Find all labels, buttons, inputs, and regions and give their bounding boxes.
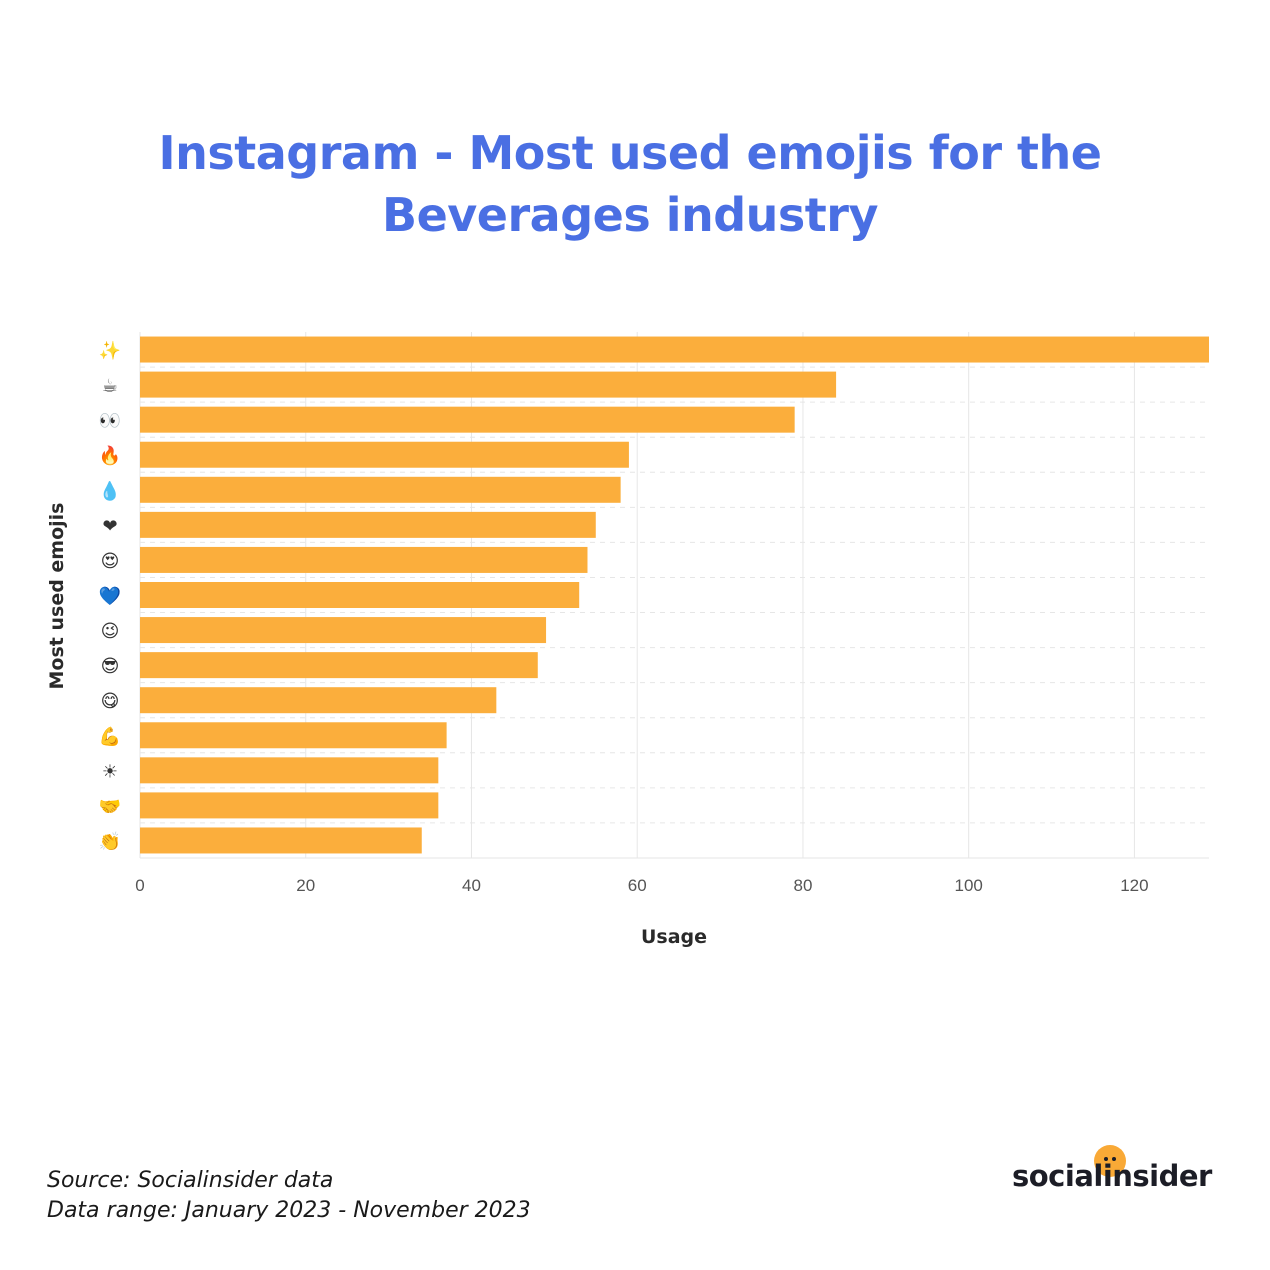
bars <box>140 336 1209 854</box>
bar <box>140 546 588 573</box>
x-tick-label: 0 <box>135 876 144 895</box>
x-tick-label: 80 <box>793 876 812 895</box>
y-axis-label: Most used emojis <box>46 503 68 690</box>
chart-title: Instagram - Most used emojis for the Bev… <box>158 126 1102 242</box>
x-tick-labels: 0 20 40 60 80 100 120 <box>135 876 1148 895</box>
y-tick-label: 🤝 <box>99 796 121 817</box>
bar <box>140 336 1209 363</box>
x-tick-label: 20 <box>296 876 315 895</box>
y-tick-label: 😎 <box>101 656 120 677</box>
bar <box>140 652 538 679</box>
socialinsider-logo: socialinsider <box>1012 1145 1222 1195</box>
y-tick-label: 👏 <box>99 830 121 852</box>
logo-text: socialinsider <box>1012 1159 1212 1193</box>
bar <box>140 371 837 398</box>
bar <box>140 441 629 468</box>
y-tick-label: 💧 <box>99 480 121 502</box>
x-axis-label: Usage <box>641 926 707 948</box>
bar <box>140 476 621 503</box>
y-tick-label: ✨ <box>99 341 121 362</box>
x-tick-label: 60 <box>628 876 647 895</box>
y-tick-label: 😉 <box>101 621 120 642</box>
bar <box>140 687 497 714</box>
y-tick-label: 🔥 <box>99 445 121 467</box>
y-tick-labels: ✨ ☕ 👀 🔥 💧 ❤ 😍 💙 😉 😎 😋 💪 ☀ 🤝 👏 <box>99 341 122 853</box>
y-tick-label: ☀ <box>102 761 118 782</box>
bar <box>140 827 422 854</box>
y-tick-label: ☕ <box>102 376 118 397</box>
bar <box>140 511 596 538</box>
x-tick-label: 120 <box>1120 876 1148 895</box>
source-note: Source: Socialinsider data <box>47 1168 334 1193</box>
bar <box>140 406 795 433</box>
x-tick-label: 40 <box>462 876 481 895</box>
y-tick-label: ❤ <box>102 516 117 537</box>
bar <box>140 757 439 784</box>
y-tick-label: 💙 <box>99 586 122 607</box>
bar <box>140 792 439 819</box>
footer: Source: Socialinsider data Data range: J… <box>47 1166 531 1226</box>
y-tick-label: 😋 <box>101 691 120 712</box>
grid-lines <box>139 332 1209 859</box>
x-tick-label: 100 <box>954 876 982 895</box>
bar <box>140 722 447 749</box>
y-tick-label: 💪 <box>99 725 121 747</box>
bar <box>140 582 580 608</box>
data-range-note: Data range: January 2023 - November 2023 <box>47 1198 531 1223</box>
logo-face-icon <box>1094 1145 1126 1177</box>
bar <box>140 617 547 644</box>
y-tick-label: 😍 <box>101 551 120 572</box>
y-tick-label: 👀 <box>99 411 121 432</box>
